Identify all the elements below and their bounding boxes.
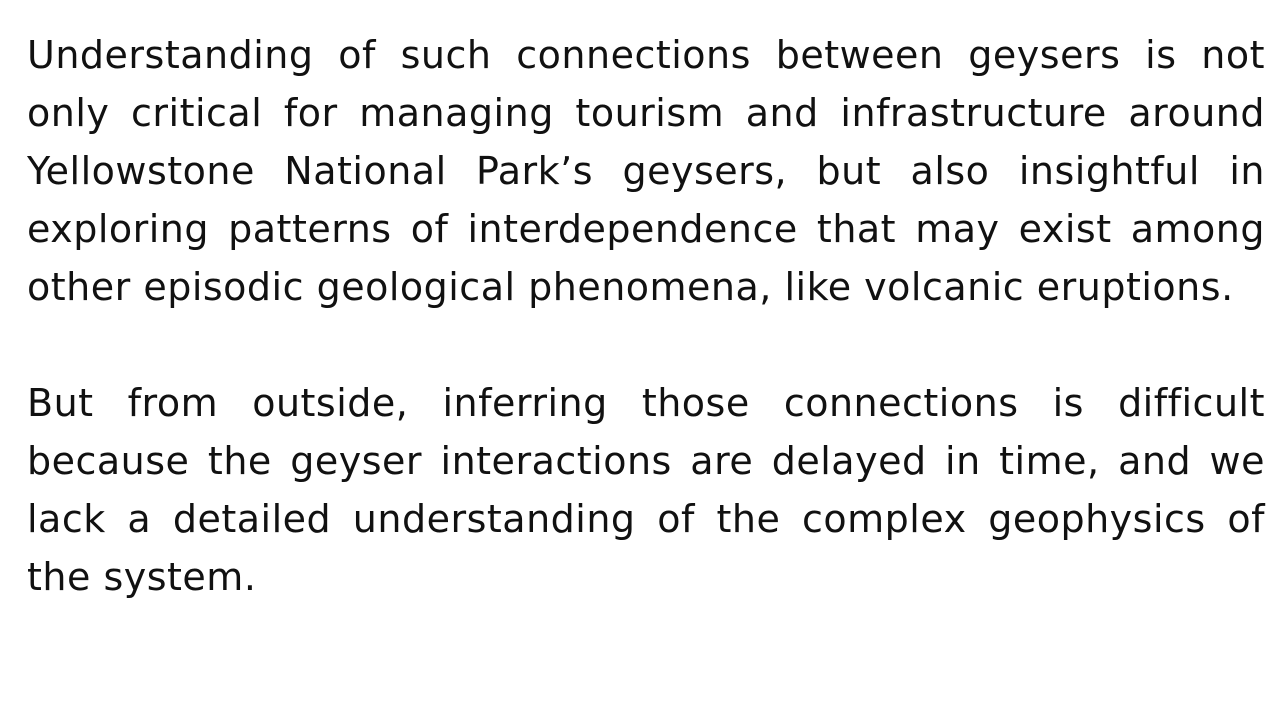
paragraph-geyser-connections: Understanding of such connections betwee… <box>27 33 1265 309</box>
paragraph-inference-difficulty: But from outside, inferring those connec… <box>27 381 1265 599</box>
document-body: Understanding of such connections betwee… <box>27 26 1265 606</box>
